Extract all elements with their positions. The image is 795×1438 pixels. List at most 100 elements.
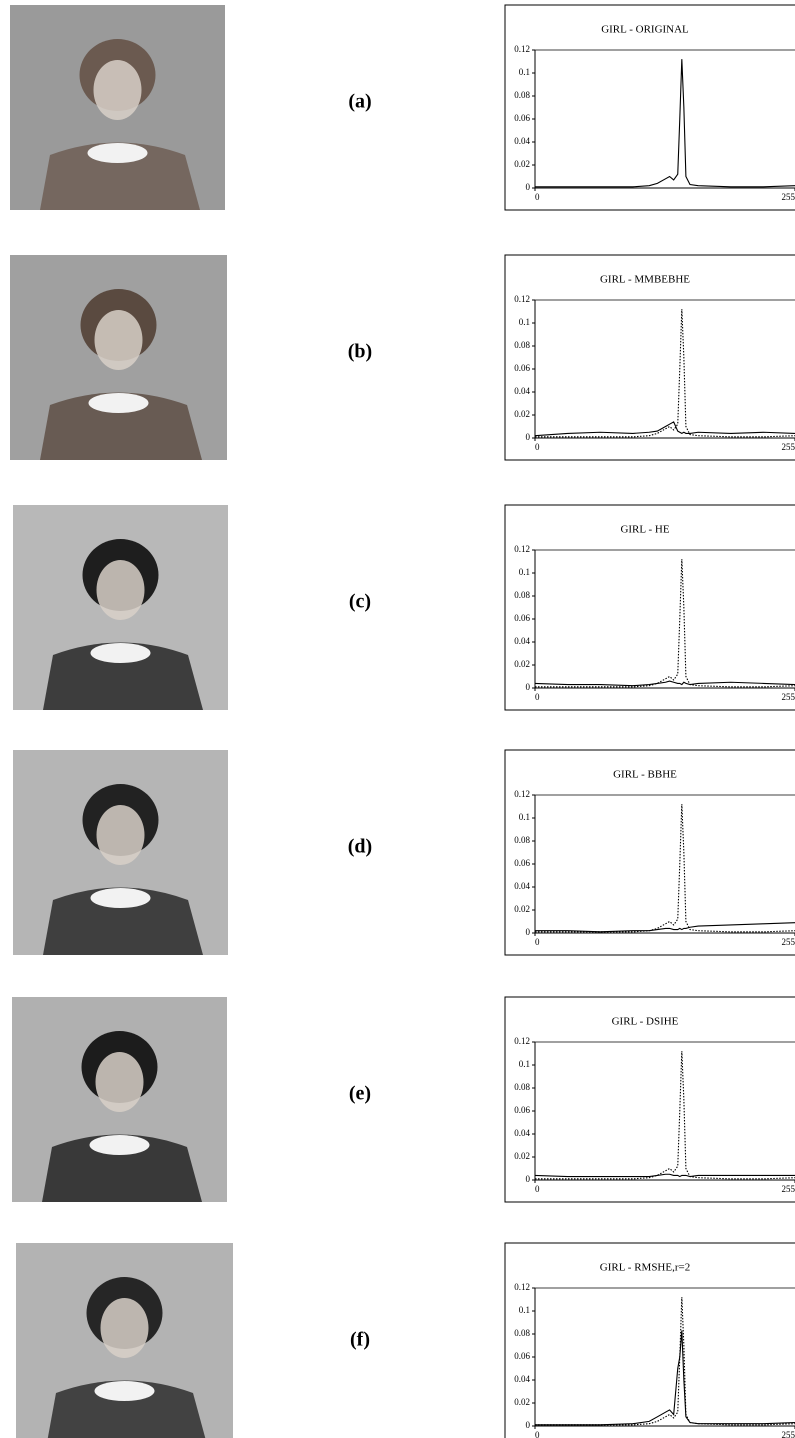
panel: (d) GIRL - BBHE 0 0.02 0.04 0.06 0.08 0.1 0.12 0 2… (13, 749, 795, 956)
panel: (e) GIRL - DSIHE 0 0.02 0.04 0.06 0.08 0.1 0.12 0… (12, 996, 795, 1203)
photo-collar (89, 1135, 150, 1155)
y-tick-label: 0.04 (514, 136, 530, 146)
y-tick-label: 0.12 (514, 789, 530, 799)
panel-label: (d) (348, 836, 372, 858)
y-tick-label: 0.02 (514, 159, 530, 169)
y-tick-label: 0.06 (514, 858, 530, 868)
chart-frame (504, 749, 795, 956)
x-tick-label: 255 (782, 692, 795, 702)
y-tick-label: 0 (526, 1420, 531, 1430)
chart-frame (504, 254, 795, 461)
y-tick-label: 0 (526, 1174, 531, 1184)
y-tick-label: 0.12 (514, 1282, 530, 1292)
chart-title: GIRL - ORIGINAL (601, 24, 689, 36)
y-tick-label: 0.12 (514, 1036, 530, 1046)
histogram-line (535, 59, 795, 188)
x-tick-label: 0 (535, 692, 540, 702)
photo-collar (88, 393, 149, 413)
histogram-line (534, 680, 795, 687)
histogram-line (535, 922, 795, 933)
y-tick-label: 0 (526, 682, 531, 692)
y-tick-label: 0.08 (514, 1328, 530, 1338)
y-tick-label: 0.06 (514, 1105, 530, 1115)
y-tick-label: 0.1 (519, 567, 530, 577)
y-tick-label: 0.08 (514, 90, 530, 100)
chart-title: GIRL - MMBEBHE (600, 274, 690, 286)
photo-body (43, 642, 203, 710)
y-tick-label: 0.02 (514, 904, 530, 914)
y-tick-label: 0.04 (514, 636, 530, 646)
y-tick-label: 0.1 (519, 812, 530, 822)
photo-body (40, 392, 202, 460)
y-tick-label: 0 (526, 432, 531, 442)
y-tick-label: 0.1 (519, 317, 530, 327)
y-tick-label: 0 (526, 927, 531, 937)
y-tick-label: 0.1 (519, 1059, 530, 1069)
chart-title: GIRL - RMSHE,r=2 (600, 1262, 690, 1274)
chart-frame (504, 1242, 795, 1438)
photo-face (96, 805, 145, 865)
y-tick-label: 0.06 (514, 1351, 530, 1361)
panel-label: (c) (349, 591, 371, 613)
y-tick-label: 0.02 (514, 1151, 530, 1161)
y-tick-label: 0.1 (519, 67, 530, 77)
panel-label: (f) (350, 1329, 370, 1351)
panel-label: (b) (348, 341, 372, 363)
x-tick-label: 0 (535, 1430, 540, 1438)
x-tick-label: 0 (535, 192, 540, 202)
photo-collar (87, 143, 148, 163)
histogram-line (534, 421, 795, 437)
x-tick-label: 255 (782, 1184, 795, 1194)
y-tick-label: 0.06 (514, 363, 530, 373)
y-tick-label: 0.08 (514, 590, 530, 600)
photo-body (42, 1134, 202, 1202)
photo-body (47, 1380, 206, 1438)
histogram-line (535, 1330, 795, 1426)
photo-face (93, 60, 142, 120)
y-tick-label: 0.08 (514, 340, 530, 350)
histogram-line (534, 1173, 795, 1178)
chart-title: GIRL - DSIHE (612, 1016, 679, 1028)
chart-frame (504, 996, 795, 1203)
y-tick-label: 0.06 (514, 613, 530, 623)
y-tick-label: 0.1 (519, 1305, 530, 1315)
photo-collar (90, 643, 151, 663)
y-tick-label: 0.12 (514, 44, 530, 54)
panel: (a) GIRL - ORIGINAL 0 0.02 0.04 0.06 0.08 0.1 0.… (10, 4, 795, 211)
y-tick-label: 0.02 (514, 659, 530, 669)
x-tick-label: 0 (535, 1184, 540, 1194)
chart-frame (504, 4, 795, 211)
x-tick-label: 255 (782, 192, 795, 202)
y-tick-label: 0.04 (514, 1128, 530, 1138)
photo-collar (90, 888, 151, 908)
panel: (c) GIRL - HE 0 0.02 0.04 0.06 0.08 0.1 0.12 0 255 (13, 504, 795, 711)
x-tick-label: 255 (782, 1430, 795, 1438)
chart-title: GIRL - HE (620, 524, 669, 536)
y-tick-label: 0.04 (514, 386, 530, 396)
panel-label: (a) (348, 91, 371, 113)
photo-body (43, 887, 203, 955)
photo-face (95, 1052, 144, 1112)
panel: (f) GIRL - RMSHE,r=2 0 0.02 0.04 0.06 0.08 0.1 0… (16, 1242, 795, 1438)
panel-label: (e) (349, 1083, 371, 1105)
y-tick-label: 0.06 (514, 113, 530, 123)
photo-face (94, 310, 143, 370)
photo-collar (94, 1381, 155, 1401)
x-tick-label: 255 (782, 442, 795, 452)
y-tick-label: 0.08 (514, 1082, 530, 1092)
y-tick-label: 0.02 (514, 409, 530, 419)
chart-title: GIRL - BBHE (613, 769, 677, 781)
y-tick-label: 0.12 (514, 544, 530, 554)
panel: (b) GIRL - MMBEBHE 0 0.02 0.04 0.06 0.08 0.1 0.1… (10, 254, 795, 461)
y-tick-label: 0.12 (514, 294, 530, 304)
y-tick-label: 0.04 (514, 1374, 530, 1384)
y-tick-label: 0.08 (514, 835, 530, 845)
photo-body (40, 142, 200, 210)
y-tick-label: 0 (526, 182, 531, 192)
y-tick-label: 0.04 (514, 881, 530, 891)
x-tick-label: 0 (535, 937, 540, 947)
x-tick-label: 255 (782, 937, 795, 947)
x-tick-label: 0 (535, 442, 540, 452)
